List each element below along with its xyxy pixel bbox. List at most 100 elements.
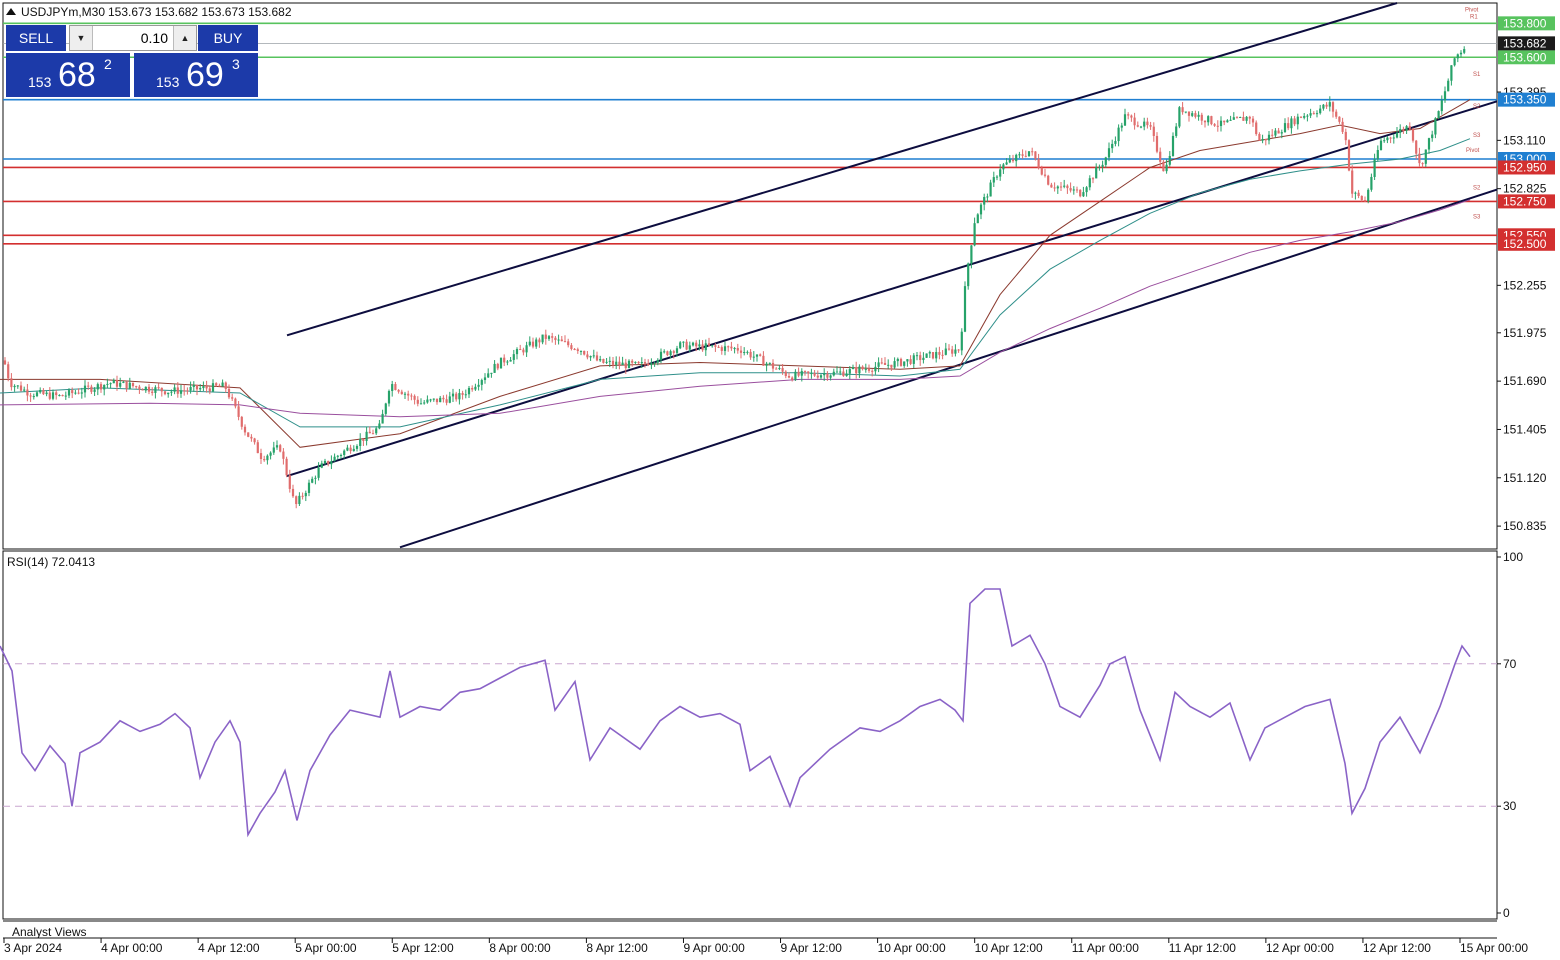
candle-body [775, 368, 778, 370]
ma-line-3 [0, 199, 1471, 418]
candle [695, 340, 698, 352]
candle [560, 336, 563, 342]
candle [768, 362, 771, 366]
candle-body [1344, 131, 1347, 141]
candle-body [320, 463, 323, 468]
candle-body [899, 358, 903, 366]
candle-body [1162, 161, 1165, 172]
candle [1367, 188, 1370, 204]
candle [29, 392, 32, 402]
candle-body [224, 382, 227, 389]
candle-body [650, 363, 653, 366]
candle [202, 381, 205, 392]
candle [83, 380, 87, 398]
candle [707, 337, 711, 347]
candle [304, 490, 307, 502]
candle [32, 393, 35, 400]
candle [199, 384, 202, 392]
buy-button[interactable]: BUY [198, 25, 258, 51]
ask-price-prefix: 153 [156, 74, 180, 90]
candle-body [189, 386, 192, 391]
pivot-mark: S2 [1473, 186, 1481, 192]
candle [909, 355, 912, 366]
candle [138, 384, 141, 394]
candle-body [903, 361, 906, 366]
candle [957, 349, 960, 353]
candle [855, 361, 858, 379]
candle [1431, 130, 1434, 142]
candle [1059, 181, 1063, 191]
candle-body [323, 460, 327, 464]
candle-body [131, 382, 135, 387]
candle [1107, 142, 1111, 162]
time-tick-label: 4 Apr 12:00 [198, 941, 260, 955]
candle [426, 395, 429, 404]
candle [211, 379, 215, 393]
candle [1440, 95, 1443, 115]
candle [807, 371, 810, 379]
candle [787, 372, 791, 379]
candle [1037, 153, 1040, 170]
candle [10, 373, 13, 391]
candle-body [42, 390, 45, 395]
candle-body [832, 371, 835, 376]
level-label: 153.800 [1503, 16, 1547, 30]
candle [1296, 113, 1299, 130]
analyst-views-label: Analyst Views [12, 925, 86, 939]
candle [935, 347, 938, 363]
candle-body [471, 387, 474, 390]
candle-body [880, 362, 883, 364]
candle-body [503, 357, 506, 363]
ask-price-button[interactable]: 153 69 3 [134, 53, 258, 97]
candle-body [800, 371, 803, 376]
candle-body [1229, 119, 1232, 121]
volume-stepper[interactable]: ▼ 0.10 ▲ [69, 25, 197, 51]
bid-price-button[interactable]: 153 68 2 [6, 53, 130, 97]
candle [186, 387, 189, 395]
candle [979, 203, 983, 220]
candle [48, 387, 51, 401]
collapse-up-icon[interactable] [6, 8, 16, 15]
candle-body [253, 438, 256, 443]
candle-body [1443, 91, 1447, 101]
candle [544, 329, 547, 345]
level-label: 153.350 [1503, 93, 1547, 107]
candle-body [26, 389, 29, 396]
candle [1421, 162, 1424, 168]
candle-body [695, 342, 698, 347]
candle-body [631, 360, 634, 363]
volume-input[interactable]: 0.10 [140, 30, 168, 46]
candle [813, 369, 816, 377]
candle-body [83, 385, 87, 393]
chevron-down-icon[interactable]: ▼ [70, 26, 93, 50]
candle [339, 453, 343, 459]
sell-button[interactable]: SELL [6, 25, 66, 51]
candle-body [714, 345, 717, 347]
candle-body [803, 371, 807, 373]
candle-body [106, 383, 109, 385]
candle-body [362, 438, 365, 441]
candle-body [1402, 128, 1405, 131]
candle [455, 391, 458, 402]
candle [227, 384, 231, 400]
candle-body [842, 371, 845, 377]
candle-body [602, 359, 605, 363]
candle [112, 378, 115, 384]
chevron-up-icon[interactable]: ▲ [173, 26, 196, 50]
candle-body [381, 413, 384, 424]
candle [1168, 151, 1171, 167]
candle-body [1043, 174, 1047, 176]
candle [279, 443, 282, 453]
candle [384, 402, 387, 416]
candle [1443, 86, 1447, 103]
candle [1411, 127, 1415, 143]
candle-body [746, 351, 749, 353]
candle [131, 382, 135, 388]
candle-body [1040, 167, 1043, 175]
candle-body [119, 382, 122, 387]
candle-body [1053, 187, 1056, 189]
candle [1370, 173, 1373, 192]
candle [803, 370, 807, 376]
candle [413, 394, 416, 405]
